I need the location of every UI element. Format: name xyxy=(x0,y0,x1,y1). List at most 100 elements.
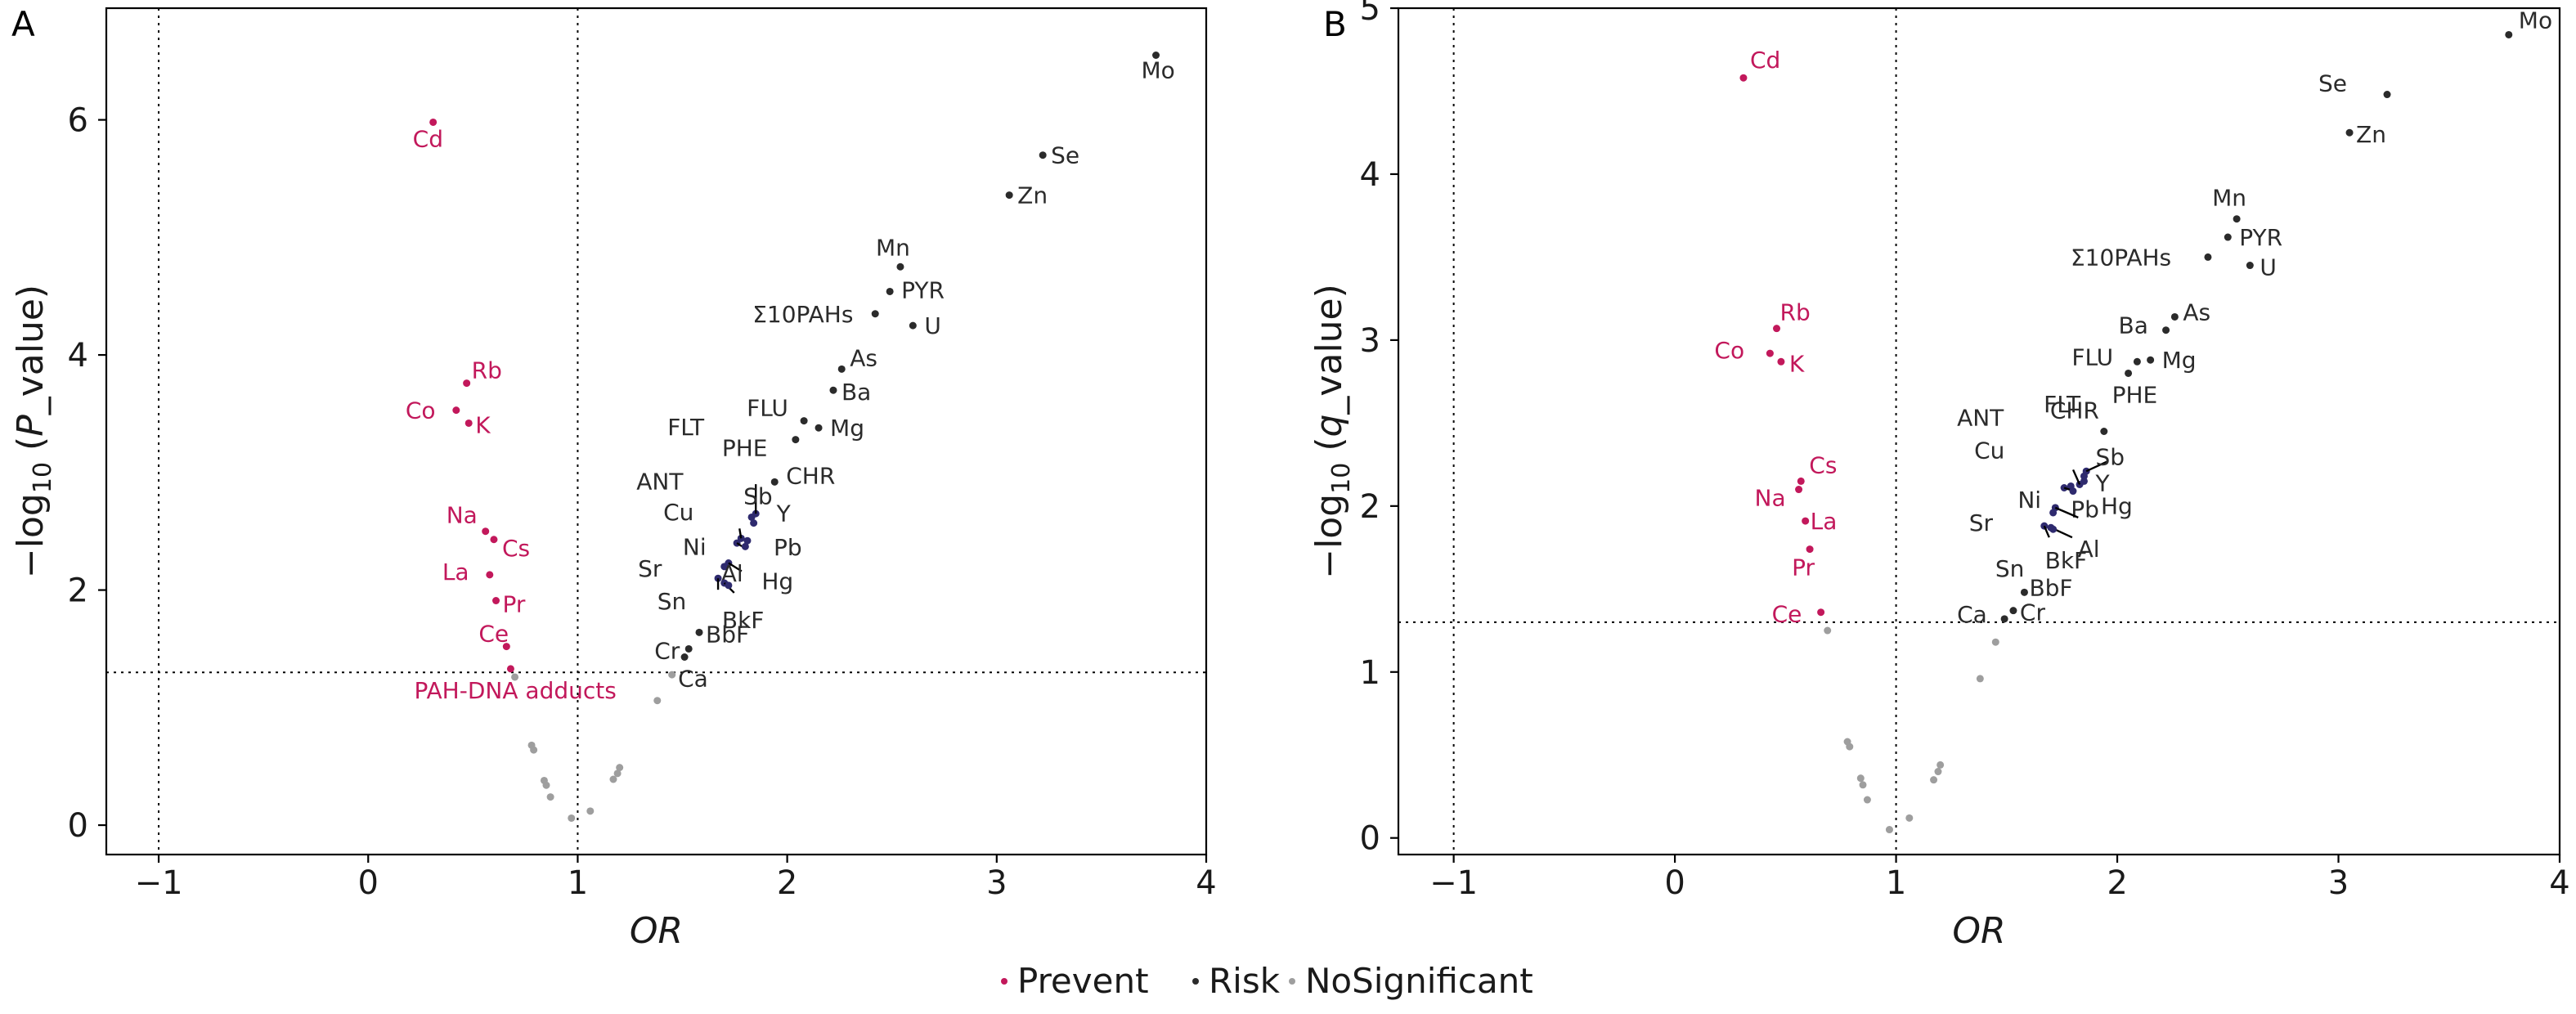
point-label: Sr xyxy=(1969,509,1994,536)
point-mo xyxy=(2505,30,2513,38)
x-tick-label: 2 xyxy=(777,864,797,902)
point-ce xyxy=(502,643,510,651)
point-cs xyxy=(1797,477,1805,485)
point-label: Ba xyxy=(2119,312,2148,339)
point-as xyxy=(2170,312,2179,321)
point-nonsig xyxy=(530,746,538,754)
point-label: U xyxy=(2260,254,2277,281)
point-phe xyxy=(792,436,800,444)
y-tick-label: 5 xyxy=(1360,0,1380,28)
leader-line xyxy=(728,562,743,572)
legend-marker-risk xyxy=(1192,978,1199,985)
x-tick-label: −1 xyxy=(1429,864,1478,902)
point-label: PHE xyxy=(722,435,768,462)
point-rb xyxy=(1773,325,1781,333)
x-tick-label: 3 xyxy=(2328,864,2349,902)
leader-line xyxy=(736,542,743,548)
point-label: Se xyxy=(1051,142,1079,169)
point-label: Rb xyxy=(472,357,502,384)
y-tick-label: 4 xyxy=(68,337,88,375)
point-al xyxy=(720,563,729,571)
point-label: Σ10PAHs xyxy=(752,301,853,328)
point-nonsig xyxy=(511,673,519,681)
point-label: Ce xyxy=(478,621,509,648)
point-label: Cs xyxy=(1809,451,1837,478)
point-label: Mg xyxy=(830,415,864,442)
point-u xyxy=(909,321,917,330)
point-label: Y xyxy=(2094,469,2110,496)
point-label: K xyxy=(475,411,491,438)
point-label: Cu xyxy=(1974,437,2004,464)
point-label: U xyxy=(924,312,941,339)
point-cd xyxy=(429,118,438,126)
point-rb xyxy=(463,379,471,388)
point-nonsig xyxy=(1905,814,1914,822)
point-label: Ni xyxy=(683,534,707,561)
point-label: ANT xyxy=(636,468,684,495)
point-label: K xyxy=(1789,350,1805,377)
point-nonsig xyxy=(568,814,576,822)
point-label: Y xyxy=(776,500,792,527)
point-u xyxy=(2246,262,2254,270)
panel-label: B xyxy=(1323,4,1347,44)
point-bkf xyxy=(725,581,733,590)
point-label: Na xyxy=(447,502,478,529)
point-na xyxy=(1795,486,1803,494)
point-label: Co xyxy=(1714,337,1744,364)
point-sb xyxy=(747,513,756,521)
point-label: Sb xyxy=(743,482,773,509)
point-na xyxy=(482,527,490,536)
point-chr xyxy=(2100,428,2108,435)
point-nonsig xyxy=(1930,776,1938,784)
leader-line xyxy=(738,528,743,539)
point-mn xyxy=(896,262,904,271)
point-label: Pr xyxy=(1792,554,1815,581)
point-label: Hg xyxy=(761,568,793,594)
point-y xyxy=(750,519,758,527)
point-ca xyxy=(680,653,689,661)
point-label: Mg xyxy=(2162,347,2197,374)
point-label: PYR xyxy=(901,276,945,303)
point-bbf xyxy=(2020,588,2028,596)
point-mg xyxy=(815,424,823,432)
x-tick-label: 1 xyxy=(1886,864,1906,902)
y-tick-label: 2 xyxy=(1360,488,1380,526)
point-label: Zn xyxy=(2356,121,2386,148)
point-zn xyxy=(1005,191,1013,200)
point-label: La xyxy=(1811,508,1838,535)
point-label: BkF xyxy=(2045,547,2088,574)
point-label: PYR xyxy=(2239,224,2282,251)
point-nonsig xyxy=(653,697,662,705)
point-nonsig xyxy=(1991,638,1999,646)
x-axis-title: OR xyxy=(630,910,683,952)
point-pah-dna-adducts xyxy=(506,665,514,673)
point-label: Cd xyxy=(413,125,443,152)
point-label: Ce xyxy=(1772,601,1802,628)
point-co xyxy=(1766,349,1774,357)
point-la xyxy=(1802,517,1810,525)
point-ce xyxy=(1817,608,1825,617)
point--10pahs xyxy=(871,310,879,318)
legend-marker-prevent xyxy=(1001,978,1008,985)
point-bbf xyxy=(695,628,703,636)
point-as xyxy=(837,365,846,373)
leader-line xyxy=(2071,469,2081,485)
point-label: Rb xyxy=(1780,299,1811,326)
point-label: Sb xyxy=(2095,443,2125,470)
y-tick-label: 6 xyxy=(68,102,88,140)
point-label: Σ10PAHs xyxy=(2071,244,2171,271)
point-ba xyxy=(829,386,837,394)
point-cd xyxy=(1739,74,1748,82)
point-label: FLT xyxy=(2044,391,2081,418)
point-label: Pr xyxy=(503,591,526,618)
point-label: Zn xyxy=(1017,182,1048,209)
point-cr xyxy=(2009,607,2017,615)
point-al xyxy=(2049,509,2058,517)
point-label: BkF xyxy=(722,607,765,634)
point-nonsig xyxy=(542,781,550,789)
point-nonsig xyxy=(609,775,617,783)
panel-label: A xyxy=(11,4,35,44)
point-cr xyxy=(684,644,693,653)
